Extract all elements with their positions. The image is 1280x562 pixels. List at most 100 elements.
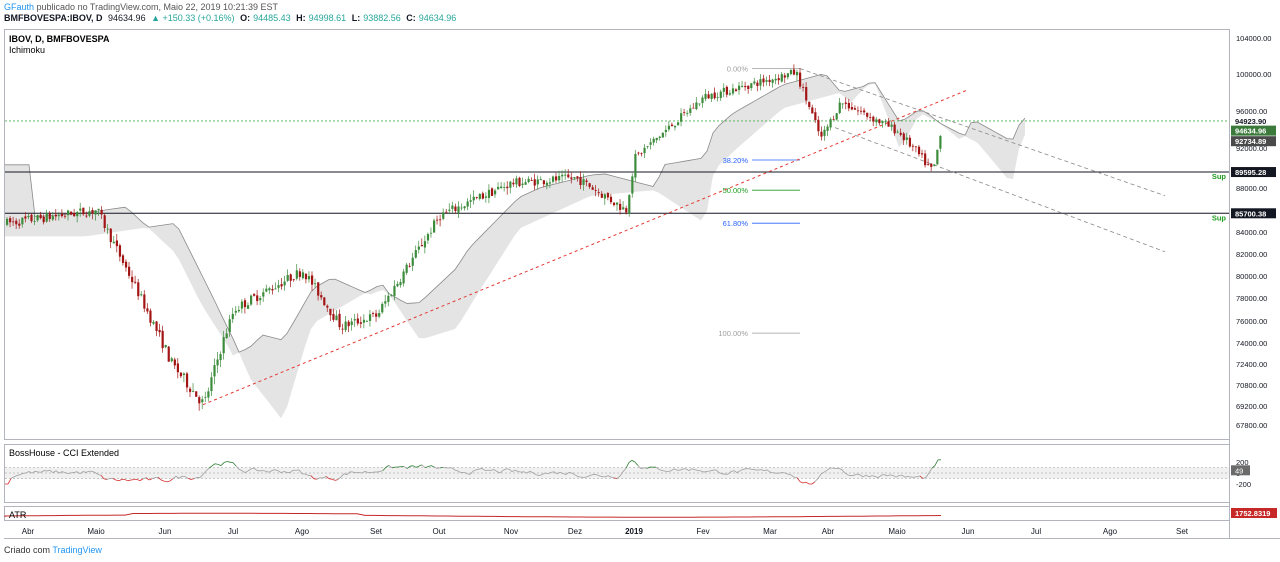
candle-body [698,103,701,105]
low-label: L: [351,13,361,23]
cci-segment [637,465,642,469]
candle-body [853,108,857,110]
cci-segment [766,469,771,473]
cci-segment [331,478,336,481]
cci-segment [736,470,741,473]
candle-body [393,285,396,296]
cci-segment [334,479,339,481]
cci-segment [658,469,663,471]
cci-segment [763,469,768,472]
fib-label: 50.00% [723,186,749,195]
cci-segment [586,475,591,478]
candle-body [356,318,359,324]
cci-segment [40,470,45,473]
cci-segment [508,468,513,472]
support-label: Sup [1212,172,1227,181]
cci-segment [202,470,207,475]
footer: Criado com TradingView [4,545,102,555]
candle-body [612,202,616,206]
cci-segment [517,471,522,473]
candle-body [286,275,289,281]
candle-body [329,308,332,316]
cci-segment [13,475,18,478]
candle-body [710,93,713,99]
time-tick-label: Set [1176,527,1189,536]
candle-body [378,313,381,317]
cci-value-label: 49 [1235,466,1243,475]
candle-body [253,294,256,296]
candle-body [731,88,735,94]
atr-value-label: 1752.8319 [1235,509,1270,518]
fib-label: 100.00% [718,329,748,338]
candle-body [487,189,491,198]
candle-body [887,121,890,127]
candle-body [902,133,905,141]
cci-segment [535,474,540,476]
candle-body [134,281,137,283]
candle-body [256,295,259,302]
cci-segment [340,473,345,478]
cci-segment [253,467,258,471]
candle-body [506,186,509,189]
candle-body [585,180,588,183]
candle-body [362,319,366,323]
cci-segment [25,471,30,474]
candle-body [640,153,643,155]
candle-body [225,333,228,339]
author-link[interactable]: GFauth [4,2,35,12]
cci-segment [541,472,546,476]
candle-body [561,174,564,177]
cci-segment [370,471,375,474]
candle-body [341,328,344,330]
candle-body [149,310,152,323]
cci-segment [493,469,498,472]
cci-segment [748,468,753,470]
cci-segment [61,471,66,473]
cci-segment [499,470,504,474]
cci-segment [205,467,210,472]
cci-segment [607,475,612,478]
candle-body [54,214,57,217]
candle-body [338,313,341,328]
candle-body [881,121,884,124]
cci-segment [280,471,285,474]
candle-body [317,282,320,296]
price-tick-label: 72400.00 [1236,360,1267,369]
time-tick-label: Fev [696,527,709,536]
candle-body [756,82,759,87]
candle-body [170,358,173,362]
candle-body [713,92,716,99]
candle-body [789,69,793,75]
candle-body [814,112,817,121]
candle-body [725,86,728,95]
cci-segment [892,475,897,478]
cci-segment [55,470,60,474]
atr-line [4,512,942,518]
cci-segment [481,468,486,471]
cci-segment [463,472,468,474]
candle-body [115,240,118,247]
candle-body [414,250,417,258]
cci-segment [250,467,255,470]
candle-body [570,177,573,179]
candle-body [70,211,73,215]
cci-segment [742,468,747,470]
candle-body [189,388,192,392]
cci-segment [148,478,153,481]
candle-body [899,132,902,135]
candle-body [856,110,860,112]
cci-segment [916,475,921,478]
candle-body [652,138,655,143]
candle-body [603,194,606,199]
price-tag-bg [1231,208,1276,219]
candle-body [799,72,802,87]
price-tag-label: 89595.28 [1235,168,1266,177]
cci-segment [799,481,804,484]
created-with-label: Criado com [4,545,51,555]
tradingview-logo-link[interactable]: TradingView [52,545,102,555]
candle-body [536,179,539,185]
candle-body [509,181,512,188]
cci-segment [34,470,39,473]
candle-body [207,391,210,398]
